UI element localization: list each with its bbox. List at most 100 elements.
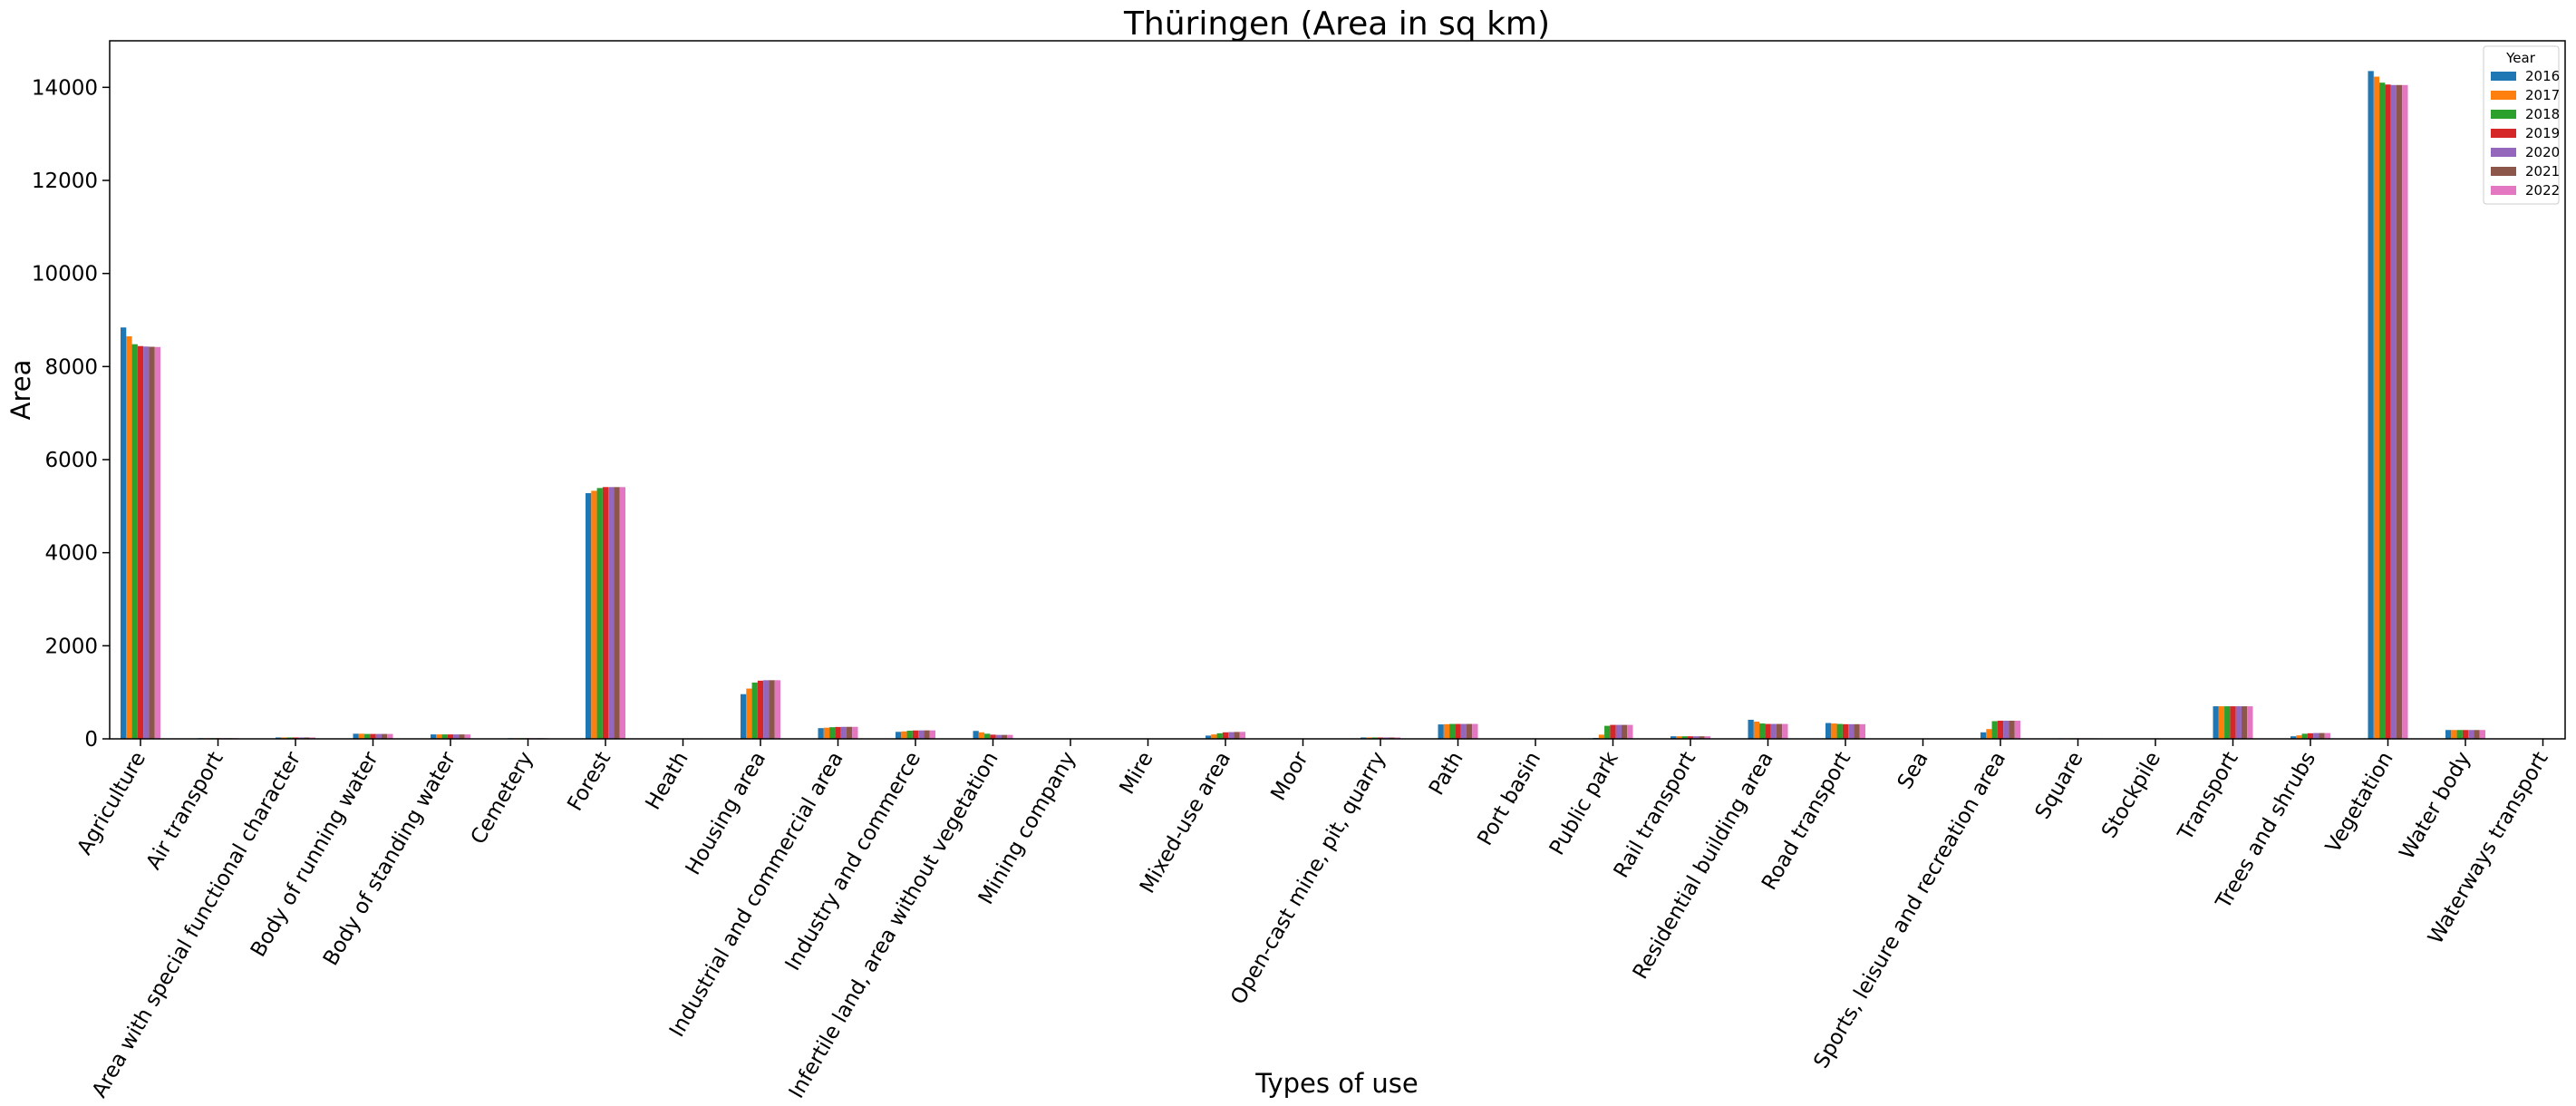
legend-swatch-2018 — [2491, 110, 2516, 119]
bar-2021-21 — [1776, 723, 1783, 739]
bar-2017-9 — [823, 727, 830, 739]
x-tick-label: Rail transport — [1610, 748, 1700, 882]
bar-2019-3 — [370, 733, 376, 739]
x-axis-label: Types of use — [1254, 1068, 1418, 1099]
bar-2022-21 — [1782, 723, 1788, 739]
y-axis: 0 2000 4000 6000 8000 10000 12000 14000 — [32, 76, 110, 752]
bar-2020-30 — [2468, 730, 2474, 739]
bar-2021-11 — [1001, 734, 1008, 739]
bar-2022-4 — [464, 734, 470, 739]
bar-2022-20 — [1704, 736, 1710, 739]
bar-2016-20 — [1671, 736, 1677, 739]
bar-2017-17 — [1443, 723, 1450, 739]
bar-2022-14 — [1239, 732, 1245, 739]
bar-2022-28 — [2324, 732, 2330, 739]
x-tick-label: Stockpile — [2097, 748, 2165, 842]
bar-2021-8 — [769, 680, 775, 739]
bar-2021-30 — [2474, 730, 2480, 739]
bar-2017-28 — [2296, 735, 2302, 739]
bar-2022-8 — [774, 680, 780, 739]
bar-2019-21 — [1765, 723, 1771, 739]
x-tick-label: Port basin — [1473, 748, 1545, 849]
bar-2016-22 — [1825, 723, 1832, 739]
bar-2018-9 — [829, 727, 836, 739]
bar-2022-19 — [1627, 724, 1633, 739]
legend-swatch-2021 — [2491, 167, 2516, 176]
x-tick-label: Sea — [1893, 748, 1933, 793]
bar-2022-11 — [1007, 734, 1013, 739]
bar-2017-24 — [1986, 729, 1992, 739]
bar-2017-10 — [901, 731, 907, 739]
bar-2016-21 — [1748, 719, 1754, 739]
bar-2020-14 — [1228, 732, 1235, 739]
bar-2018-27 — [2224, 706, 2231, 739]
bar-2020-11 — [995, 734, 1002, 739]
bar-2019-17 — [1455, 723, 1461, 739]
bar-2016-0 — [121, 327, 127, 739]
bar-2021-3 — [381, 733, 388, 739]
bar-2020-29 — [2390, 84, 2397, 739]
bar-2022-27 — [2247, 706, 2253, 739]
bar-2021-17 — [1466, 723, 1473, 739]
bar-2018-3 — [364, 733, 371, 739]
x-tick-label: Transport — [2174, 748, 2243, 845]
bar-2022-22 — [1859, 723, 1865, 739]
bar-2018-28 — [2301, 733, 2308, 739]
bar-2016-28 — [2290, 736, 2297, 739]
legend-swatch-2022 — [2491, 186, 2516, 195]
x-tick-label: Path — [1425, 748, 1468, 800]
y-tick-label: 4000 — [44, 542, 98, 566]
bar-2020-4 — [453, 734, 460, 739]
plot-area-frame — [109, 40, 2566, 740]
bar-2017-11 — [978, 732, 985, 739]
bar-2021-27 — [2241, 706, 2248, 739]
bar-2018-6 — [596, 488, 603, 739]
bar-2018-14 — [1216, 732, 1223, 739]
legend-box — [2483, 45, 2560, 205]
bar-2019-6 — [602, 487, 609, 739]
legend-label-2017: 2017 — [2525, 87, 2560, 103]
bar-2019-14 — [1222, 732, 1229, 739]
bar-2020-27 — [2235, 706, 2242, 739]
bar-2017-29 — [2373, 76, 2380, 739]
bar-2019-0 — [137, 345, 144, 739]
legend-label-2019: 2019 — [2525, 125, 2560, 141]
bar-2022-9 — [852, 726, 858, 739]
bar-2019-4 — [447, 734, 454, 739]
y-tick-label: 6000 — [44, 449, 98, 472]
bar-2017-4 — [436, 734, 442, 739]
x-tick-label: Water body — [2396, 748, 2476, 863]
bar-2020-10 — [918, 730, 925, 739]
x-tick-label: Heath — [642, 748, 693, 814]
legend-label-2020: 2020 — [2525, 144, 2560, 160]
bar-2016-6 — [586, 492, 592, 739]
x-tick-label: Moor — [1266, 748, 1313, 805]
bar-2016-24 — [1980, 732, 1987, 739]
bar-2020-20 — [1693, 736, 1700, 739]
bar-2022-16 — [1394, 737, 1400, 739]
y-tick-label: 10000 — [32, 263, 98, 286]
bar-2020-3 — [375, 733, 382, 739]
bar-2017-6 — [591, 490, 597, 739]
bar-2020-19 — [1615, 724, 1622, 739]
x-tick-label: Cemetery — [467, 748, 538, 849]
bar-2021-22 — [1854, 723, 1860, 739]
bar-2018-16 — [1371, 737, 1378, 739]
bar-2019-22 — [1842, 723, 1849, 739]
bar-2022-2 — [309, 737, 315, 739]
bar-2022-29 — [2402, 84, 2408, 739]
bar-2020-24 — [2003, 720, 2009, 739]
bar-2020-22 — [1848, 723, 1855, 739]
bar-2022-24 — [2014, 720, 2020, 739]
bar-2019-11 — [990, 734, 996, 739]
bar-2016-14 — [1206, 735, 1212, 739]
bar-2021-9 — [846, 726, 853, 739]
bar-2017-22 — [1831, 723, 1837, 739]
bar-2021-6 — [614, 487, 620, 739]
bar-2021-19 — [1621, 724, 1628, 739]
legend-title: Year — [2505, 50, 2536, 66]
bar-2018-4 — [441, 734, 448, 739]
bar-2018-8 — [751, 682, 758, 739]
bar-2018-0 — [131, 344, 138, 739]
